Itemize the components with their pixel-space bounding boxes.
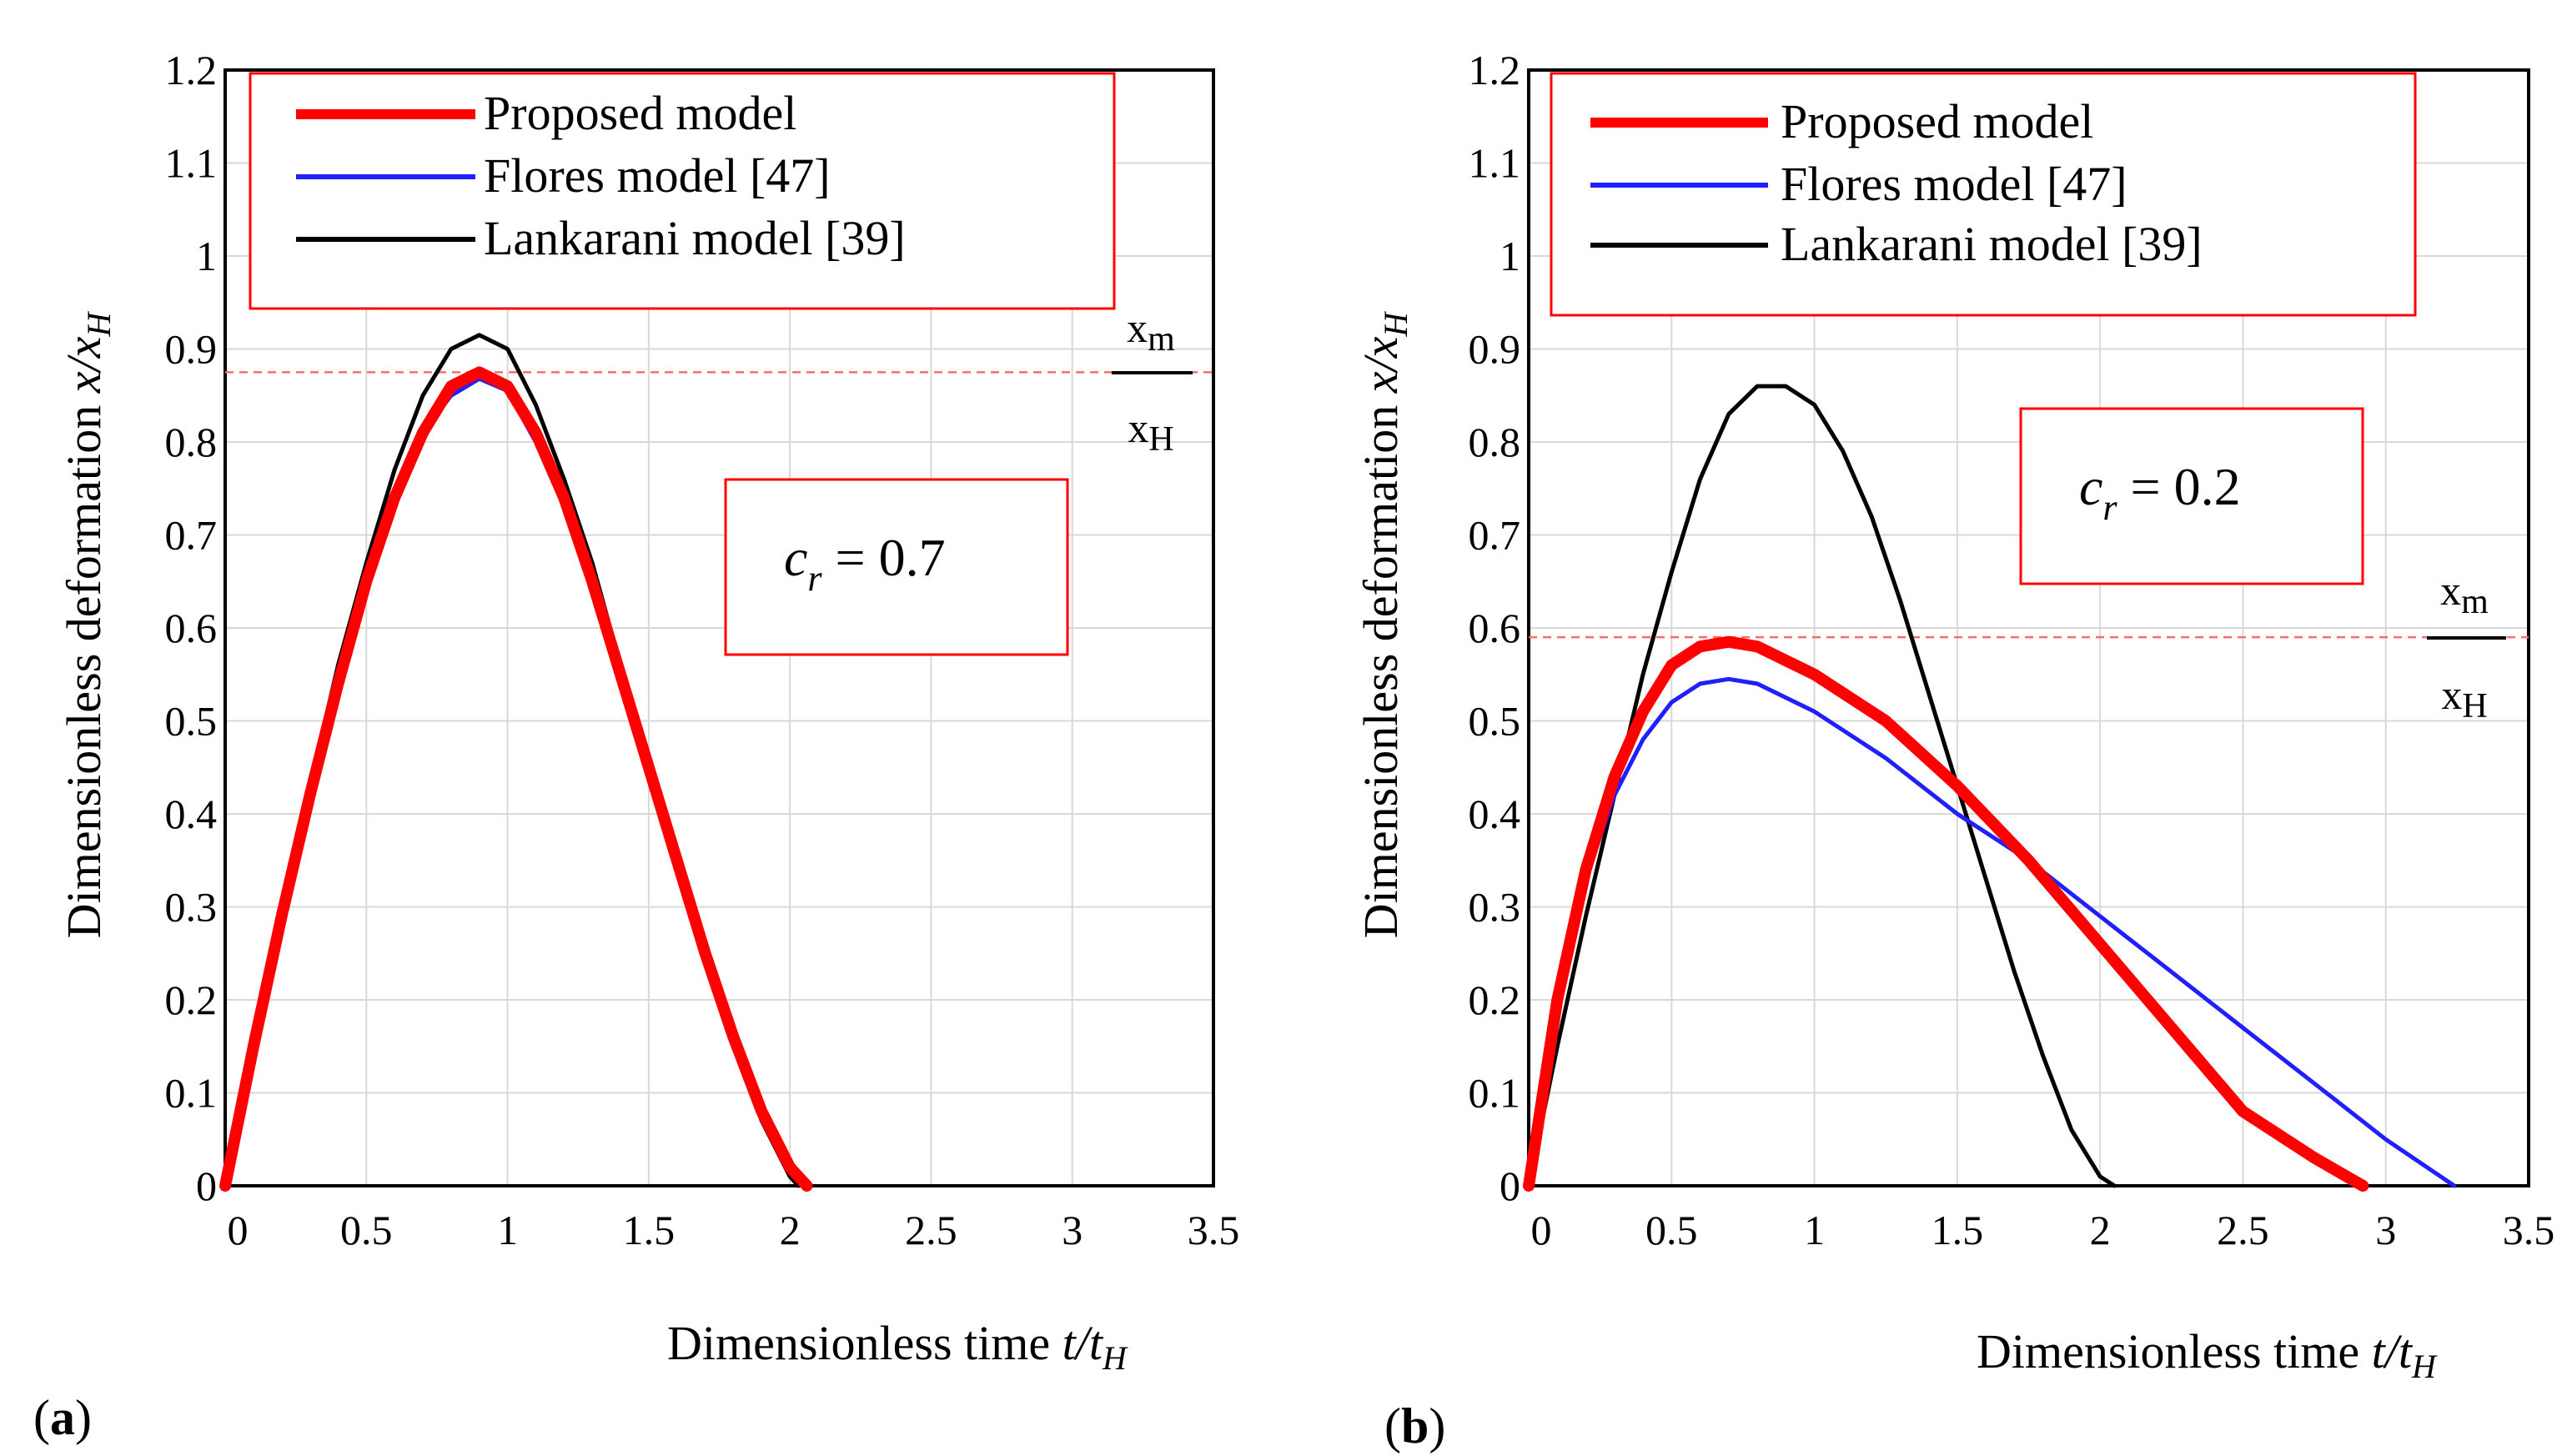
y-tick-label: 0.7 [165, 512, 218, 559]
restitution-annotation: cr = 0.2 [2079, 457, 2241, 528]
plot-frame [224, 68, 1215, 1187]
y-tick-label: 1 [196, 233, 217, 279]
x-tick-label: 3 [2375, 1207, 2396, 1253]
legend-label: Lankarani model [39] [1781, 217, 2203, 271]
y-tick-label: 0.9 [165, 326, 218, 373]
y-tick-label: 1.1 [1469, 140, 1521, 187]
legend-label: Lankarani model [39] [484, 211, 906, 265]
y-axis-label: Dimensionless deformation x/xH [1354, 311, 1414, 939]
ratio-numerator: xm [2440, 567, 2489, 621]
legend-label: Flores model [47] [1781, 157, 2127, 211]
y-tick-label: 0.6 [1469, 605, 1521, 651]
y-tick-label: 0.4 [165, 791, 218, 837]
y-tick-label: 0.5 [1469, 698, 1521, 745]
series-line-proposed [219, 366, 813, 1192]
y-tick-label: 0.2 [1469, 977, 1521, 1023]
legend-label: Flores model [47] [484, 148, 831, 203]
x-tick-label: 1 [1804, 1207, 1825, 1253]
x-tick-label: 3 [1062, 1207, 1083, 1253]
y-axis-label: Dimensionless deformation x/xH [57, 311, 118, 939]
y-tick-label: 0.5 [165, 698, 218, 745]
x-tick-label: 3.5 [1188, 1207, 1240, 1253]
chart-panel-b: 0 0.5 1 1.5 2 2.5 3 3.5 0 0.1 0.2 0.3 0.4 0.5 0.6 0.7 0.… [1354, 47, 2554, 1453]
y-tick-label: 1.1 [165, 140, 218, 187]
x-tick-label: 1.5 [1932, 1207, 1984, 1253]
y-tick-label: 0.1 [1469, 1070, 1521, 1117]
y-tick-label: 1 [1500, 233, 1520, 279]
ratio-denominator: xH [2441, 671, 2487, 725]
restitution-annotation-box [724, 478, 1069, 656]
x-tick-label: 1 [497, 1207, 518, 1253]
x-tick-label: 3.5 [2503, 1207, 2555, 1253]
legend-box [1550, 72, 2417, 317]
legend-label: Proposed model [484, 86, 796, 140]
x-tick-label: 0.5 [340, 1207, 393, 1253]
restitution-annotation: cr = 0.7 [784, 528, 946, 599]
x-tick-label: 0 [228, 1207, 249, 1253]
series-line-flores [1526, 676, 2457, 1188]
x-tick-label: 0.5 [1645, 1207, 1698, 1253]
x-tick-label: 0 [1531, 1207, 1552, 1253]
y-tick-label: 0.7 [1469, 512, 1521, 559]
x-tick-label: 2 [2090, 1207, 2111, 1253]
y-tick-label: 0.8 [1469, 419, 1521, 465]
y-tick-label: 0.3 [165, 884, 218, 931]
y-tick-label: 0.9 [1469, 326, 1521, 373]
y-tick-label: 0.8 [165, 419, 218, 465]
x-tick-label: 2 [780, 1207, 801, 1253]
legend-label: Proposed model [1781, 94, 2093, 148]
panel-label: (a) [33, 1390, 92, 1445]
y-tick-label: 1.2 [165, 47, 218, 93]
y-tick-label: 0 [1500, 1162, 1520, 1209]
series-line-lankarani [223, 333, 801, 1188]
panel-label: (b) [1384, 1398, 1445, 1453]
y-tick-label: 0.3 [1469, 884, 1521, 931]
x-tick-label: 2.5 [905, 1207, 957, 1253]
series-line-proposed [1523, 635, 2369, 1192]
x-tick-label: 1.5 [623, 1207, 676, 1253]
chart-panel-a: 0 0.5 1 1.5 2 2.5 3 3.5 0 0.1 0.2 0.3 0.4 0.5 0.6 0.7 0.… [33, 47, 1239, 1445]
x-axis-label: Dimensionless time t/tH [667, 1316, 1128, 1377]
y-tick-label: 0.6 [165, 605, 218, 651]
y-tick-label: 0.1 [165, 1070, 218, 1117]
x-tick-label: 2.5 [2217, 1207, 2269, 1253]
ratio-numerator: xm [1127, 304, 1175, 359]
y-tick-label: 0 [196, 1162, 217, 1209]
x-axis-label: Dimensionless time t/tH [1977, 1324, 2438, 1385]
restitution-annotation-box [2019, 407, 2364, 585]
ratio-denominator: xH [1128, 404, 1173, 459]
plot-frame [1527, 68, 2530, 1187]
y-tick-label: 1.2 [1469, 47, 1521, 93]
y-tick-label: 0.2 [165, 977, 218, 1023]
y-tick-label: 0.4 [1469, 791, 1521, 837]
